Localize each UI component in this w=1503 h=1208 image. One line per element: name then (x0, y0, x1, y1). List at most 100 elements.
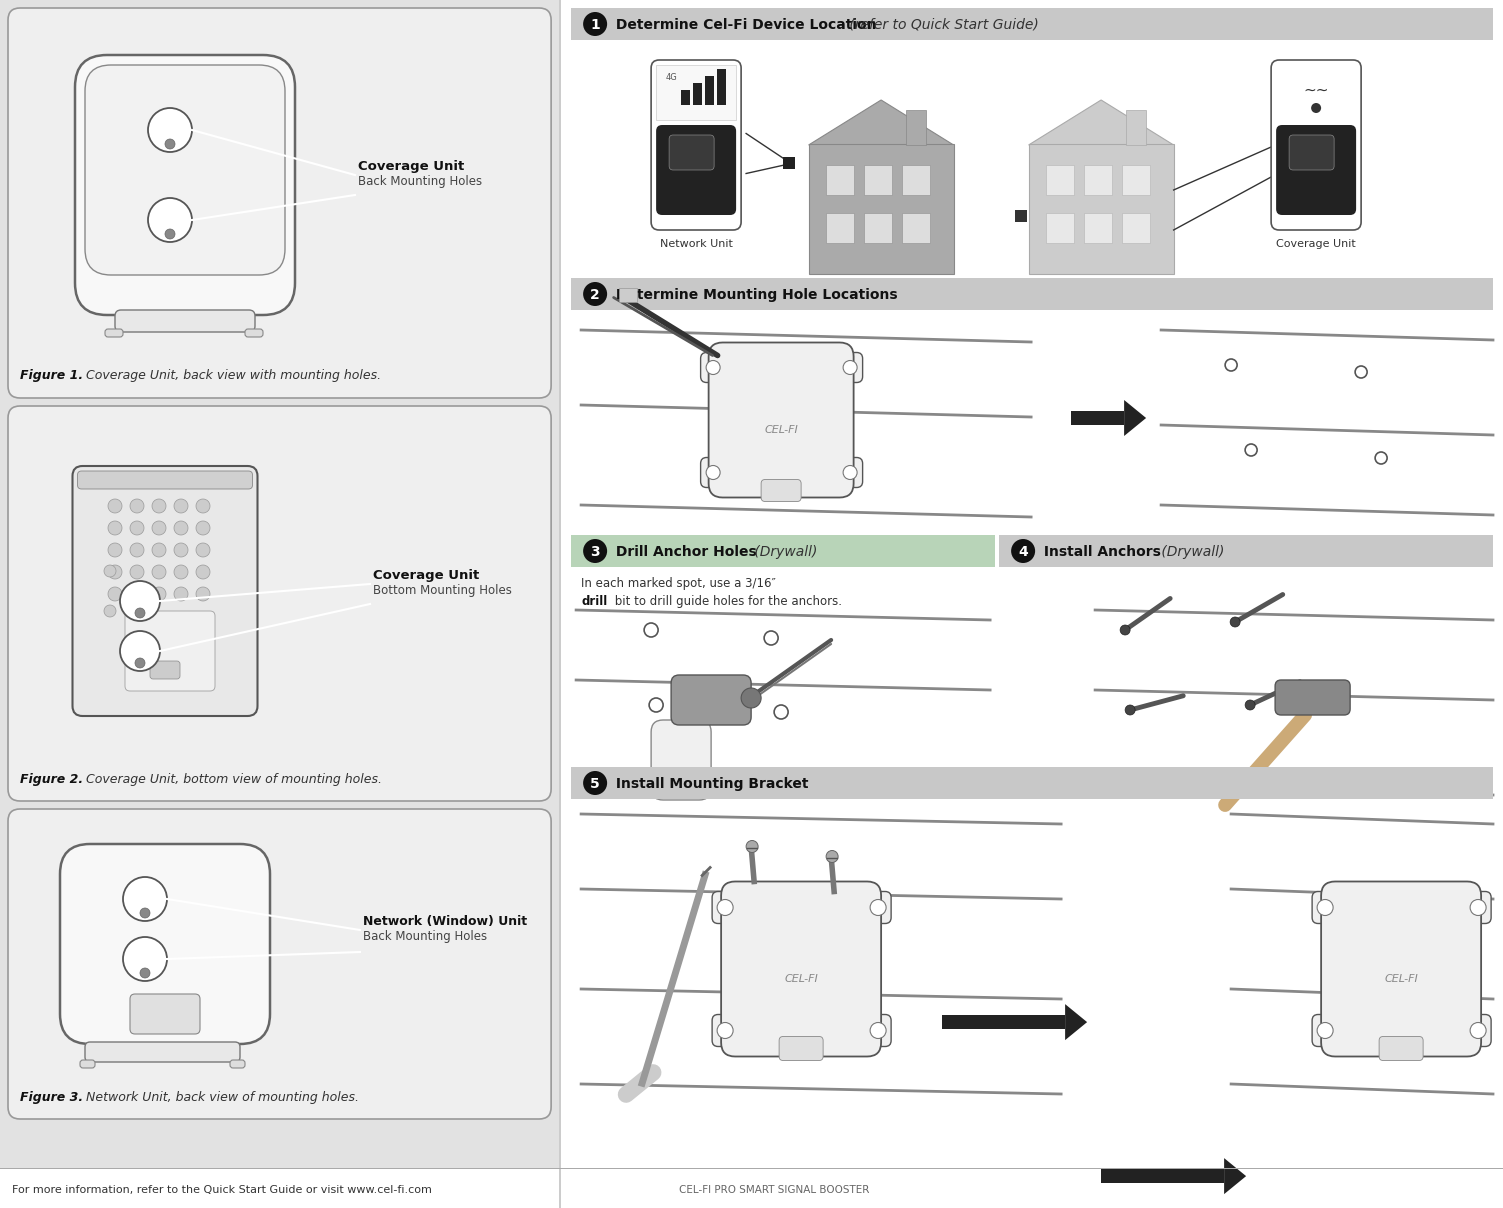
Circle shape (104, 605, 116, 617)
Bar (1072, 411, 1124, 425)
Circle shape (1311, 103, 1321, 114)
Circle shape (870, 900, 887, 916)
FancyBboxPatch shape (1290, 135, 1335, 170)
Circle shape (1229, 617, 1240, 627)
Circle shape (120, 581, 159, 621)
Bar (135, 647, 144, 666)
Text: CEL-FI: CEL-FI (764, 425, 798, 435)
Bar (1084, 213, 1112, 243)
Circle shape (108, 544, 122, 557)
Bar (1046, 213, 1075, 243)
FancyBboxPatch shape (125, 611, 215, 691)
FancyBboxPatch shape (700, 353, 726, 383)
FancyBboxPatch shape (8, 406, 552, 801)
Text: Coverage Unit, bottom view of mounting holes.: Coverage Unit, bottom view of mounting h… (83, 772, 382, 785)
Text: Coverage Unit: Coverage Unit (358, 159, 464, 173)
Bar (141, 954, 149, 976)
Text: Coverage Unit: Coverage Unit (1276, 239, 1356, 249)
Circle shape (649, 698, 663, 712)
Bar (705, 76, 714, 105)
Circle shape (152, 521, 165, 535)
Text: 4G: 4G (666, 74, 678, 82)
Circle shape (195, 587, 210, 602)
FancyBboxPatch shape (779, 1036, 824, 1061)
FancyBboxPatch shape (700, 458, 726, 488)
Polygon shape (809, 100, 953, 145)
Circle shape (135, 608, 144, 618)
FancyBboxPatch shape (657, 124, 736, 215)
Bar (864, 165, 893, 194)
Circle shape (152, 565, 165, 579)
FancyBboxPatch shape (708, 343, 854, 498)
FancyBboxPatch shape (75, 56, 295, 315)
FancyBboxPatch shape (669, 135, 714, 170)
Circle shape (843, 465, 857, 480)
Bar (559, 0, 561, 1208)
Text: CEL-FI PRO SMART SIGNAL BOOSTER: CEL-FI PRO SMART SIGNAL BOOSTER (679, 1185, 870, 1195)
Circle shape (1012, 539, 1036, 563)
FancyBboxPatch shape (1272, 60, 1362, 230)
Circle shape (108, 587, 122, 602)
Text: drill: drill (582, 596, 607, 608)
Circle shape (1120, 625, 1130, 635)
Circle shape (583, 12, 607, 36)
Circle shape (706, 465, 720, 480)
FancyBboxPatch shape (761, 480, 801, 501)
Bar (571, 278, 1492, 310)
FancyBboxPatch shape (712, 892, 738, 923)
Bar (619, 288, 637, 302)
Circle shape (1317, 900, 1333, 916)
Bar (571, 535, 995, 567)
FancyBboxPatch shape (837, 458, 863, 488)
Circle shape (717, 1022, 733, 1039)
Circle shape (129, 499, 144, 513)
Text: In each marked spot, use a 3/16″: In each marked spot, use a 3/16″ (582, 577, 780, 590)
Circle shape (129, 587, 144, 602)
Text: Figure 1.: Figure 1. (20, 370, 83, 383)
FancyBboxPatch shape (1312, 1015, 1338, 1046)
FancyBboxPatch shape (866, 892, 891, 923)
Text: Coverage Unit: Coverage Unit (373, 569, 479, 582)
FancyBboxPatch shape (230, 1059, 245, 1068)
Text: Network Unit: Network Unit (660, 239, 732, 249)
FancyBboxPatch shape (86, 1043, 240, 1062)
FancyBboxPatch shape (129, 994, 200, 1034)
Circle shape (870, 1022, 887, 1039)
Circle shape (152, 587, 165, 602)
Bar (135, 598, 144, 616)
Text: Bottom Mounting Holes: Bottom Mounting Holes (373, 583, 513, 597)
Circle shape (843, 360, 857, 374)
Text: Network Unit, back view of mounting holes.: Network Unit, back view of mounting hole… (83, 1091, 359, 1103)
Circle shape (195, 499, 210, 513)
Circle shape (152, 544, 165, 557)
Polygon shape (1124, 400, 1147, 436)
Text: 1: 1 (591, 18, 600, 31)
Bar (827, 213, 854, 243)
FancyBboxPatch shape (8, 8, 552, 397)
Bar (571, 767, 1492, 798)
Circle shape (174, 521, 188, 535)
Circle shape (108, 499, 122, 513)
Text: 4: 4 (1018, 545, 1028, 559)
FancyBboxPatch shape (1312, 892, 1338, 923)
Bar (681, 91, 690, 105)
FancyBboxPatch shape (72, 466, 257, 716)
Circle shape (120, 631, 159, 670)
FancyBboxPatch shape (837, 353, 863, 383)
Circle shape (174, 587, 188, 602)
Bar (1123, 165, 1150, 194)
Circle shape (140, 968, 150, 978)
Circle shape (1244, 445, 1257, 455)
FancyBboxPatch shape (60, 844, 271, 1044)
Bar (1126, 110, 1147, 145)
Circle shape (174, 544, 188, 557)
Bar (1123, 213, 1150, 243)
Circle shape (129, 521, 144, 535)
Circle shape (764, 631, 779, 645)
FancyBboxPatch shape (245, 329, 263, 337)
FancyBboxPatch shape (80, 1059, 95, 1068)
Circle shape (195, 544, 210, 557)
Bar (1028, 144, 1174, 274)
Bar (1102, 1169, 1223, 1183)
Circle shape (123, 937, 167, 981)
